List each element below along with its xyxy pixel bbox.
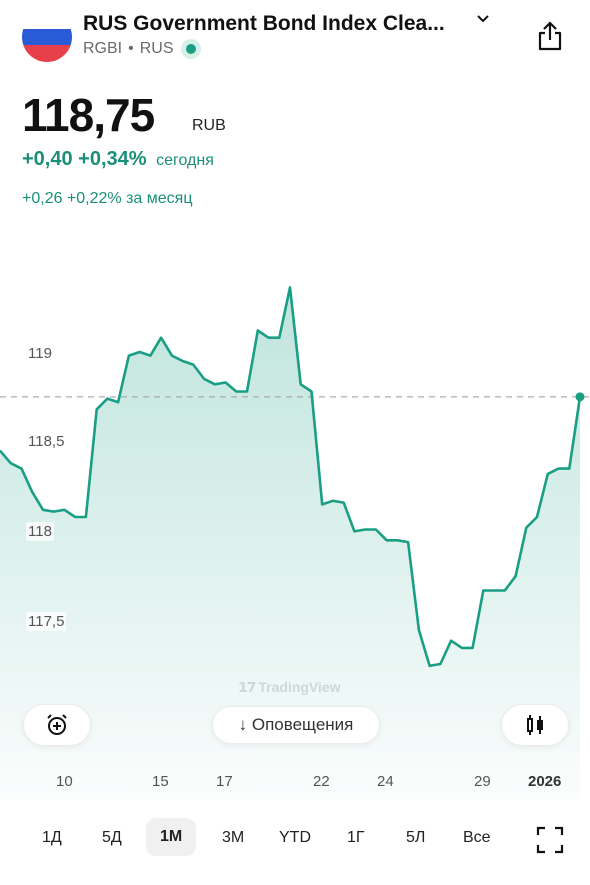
alerts-button[interactable]: ↓ Оповещения [212,706,380,744]
timeframe-5d[interactable]: 5Д [102,829,122,846]
ticker-label: RGBI [83,40,123,57]
currency-label: RUB [192,117,226,134]
timeframe-1m[interactable]: 1М [146,818,197,856]
y-tick-label: 118,5 [26,432,67,451]
x-tick-label: 10 [56,773,73,790]
price-area-fill [0,287,580,800]
timeframe-1y[interactable]: 1Г [347,829,365,846]
timeframe-1d[interactable]: 1Д [42,829,62,846]
watermark-text: TradingView [258,679,341,695]
timeframe-ytd[interactable]: YTD [279,829,311,846]
tradingview-watermark: 𝟭𝟳 TradingView [238,679,341,696]
timeframe-5y[interactable]: 5Л [406,829,426,846]
price-series-line [0,286,582,668]
change-today-value: +0,40 +0,34% [22,148,147,170]
fullscreen-icon[interactable] [536,826,564,854]
x-tick-label-year: 2026 [528,773,562,790]
price-chart[interactable] [0,240,590,800]
change-today: +0,40 +0,34% сегодня [22,148,214,171]
x-tick-label: 22 [313,773,330,790]
x-tick-label: 24 [377,773,394,790]
change-month: +0,26 +0,22% за месяц [22,190,193,207]
last-price-point [575,392,585,402]
today-label: сегодня [156,152,214,169]
y-tick-label: 117,5 [26,612,67,631]
y-tick-label: 118 [26,522,54,541]
candlestick-icon [527,715,543,735]
x-tick-label: 17 [216,773,233,790]
timeframe-3m[interactable]: 3М [222,829,245,846]
symbol-header: RUS Government Bond Index Clea... RGBI •… [0,0,590,80]
russia-flag-icon [22,12,72,62]
last-price: 118,75 [22,89,155,141]
y-tick-label: 119 [26,344,54,363]
alarm-plus-icon [47,714,67,735]
x-tick-label: 15 [152,773,169,790]
add-alert-button[interactable] [23,704,91,746]
tradingview-logo-icon: 𝟭𝟳 [238,679,259,695]
separator: • [128,40,134,57]
exchange-label: RUS [139,40,174,57]
market-status-dot-icon [185,44,196,54]
symbol-subtitle: RGBI • RUS [83,40,196,58]
timeframe-all[interactable]: Все [463,829,491,846]
chart-type-button[interactable] [501,704,569,746]
x-tick-label: 29 [474,773,491,790]
symbol-title[interactable]: RUS Government Bond Index Clea... [83,12,445,35]
chevron-down-icon[interactable] [476,12,490,31]
share-icon[interactable] [536,20,564,52]
